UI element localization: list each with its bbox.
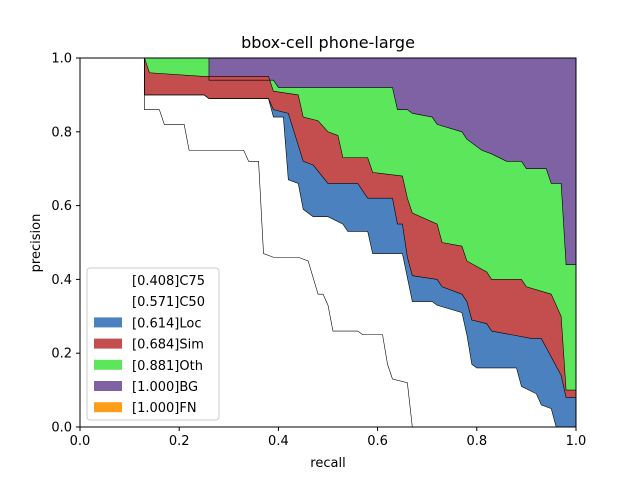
legend-label-0-571-c50: [0.571]C50 xyxy=(132,295,205,310)
x-tick-label: 1.0 xyxy=(566,434,587,449)
y-tick-label: 0.4 xyxy=(51,273,72,288)
chart-title: bbox-cell phone-large xyxy=(241,33,415,52)
line-0-408-c75 xyxy=(80,57,413,428)
x-tick-label: 0.4 xyxy=(268,434,289,449)
x-axis-label: recall xyxy=(310,456,345,471)
chart-boundary-lines xyxy=(80,57,577,428)
x-tick-label: 0.6 xyxy=(367,434,388,449)
y-tick-label: 0.6 xyxy=(51,199,72,214)
line-0-614-loc xyxy=(80,57,577,427)
legend-swatch-0-881-oth xyxy=(94,359,122,370)
y-tick-label: 0.8 xyxy=(51,125,72,140)
legend-swatch-0-571-c50 xyxy=(94,296,122,307)
legend-swatch-0-684-sim xyxy=(94,338,122,349)
legend-label-0-684-sim: [0.684]Sim xyxy=(132,338,204,353)
y-tick-label: 0.2 xyxy=(51,347,72,362)
legend-swatch-1-000-bg xyxy=(94,381,122,391)
legend-label-0-614-loc: [0.614]Loc xyxy=(132,316,201,331)
y-axis-ticks: 0.0 0.2 0.4 0.6 0.8 1.0 xyxy=(51,52,80,436)
line-0-881-oth xyxy=(80,57,577,427)
legend-swatch-1-000-fn xyxy=(94,402,122,413)
line-0-571-c50 xyxy=(80,57,576,428)
x-tick-label: 0.0 xyxy=(70,434,91,449)
legend-swatch-0-408-c75 xyxy=(94,275,122,285)
legend-label-1-000-fn: [1.000]FN xyxy=(132,401,197,416)
legend-label-0-881-oth: [0.881]Oth xyxy=(132,359,203,374)
chart-legend: [0.408]C75 [0.571]C50 [0.614]Loc [0.684]Sim… xyxy=(86,267,220,421)
y-axis-label: precision xyxy=(29,214,44,273)
line-0-684-sim xyxy=(80,57,577,427)
plot-frame xyxy=(79,57,577,428)
legend-swatch-0-614-loc xyxy=(94,317,122,328)
x-tick-label: 0.2 xyxy=(169,434,190,449)
legend-label-1-000-bg: [1.000]BG xyxy=(132,380,198,395)
legend-label-0-408-c75: [0.408]C75 xyxy=(132,274,205,289)
y-tick-label: 1.0 xyxy=(51,52,72,67)
x-tick-label: 0.8 xyxy=(466,434,487,449)
y-tick-label: 0.0 xyxy=(51,421,72,436)
x-axis-ticks: 0.0 0.2 0.4 0.6 0.8 1.0 xyxy=(70,427,587,449)
